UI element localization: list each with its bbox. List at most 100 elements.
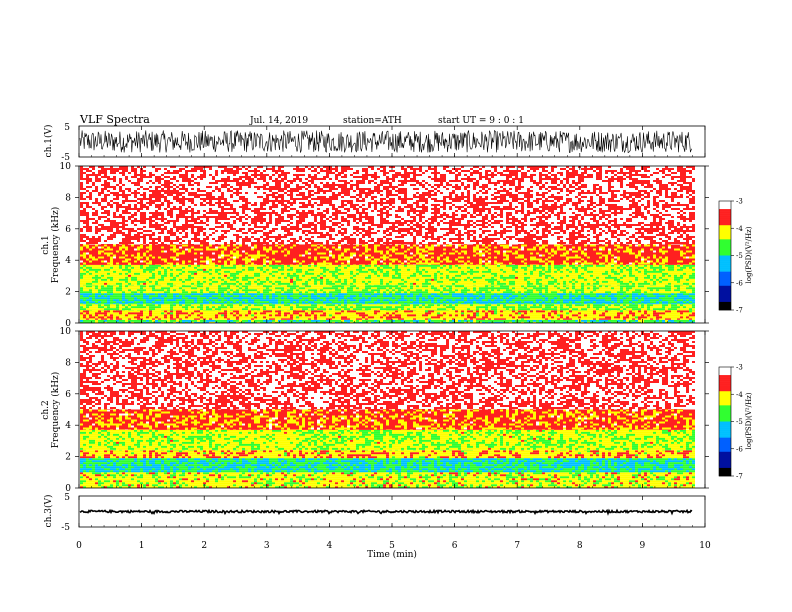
spectrogram-ytick-label: 6: [65, 225, 71, 235]
spectrogram-band: [80, 430, 695, 450]
figure-title: VLF Spectra: [79, 113, 150, 126]
spectrogram-ytick-label: 4: [65, 256, 71, 266]
colorbar-swatch: [719, 233, 731, 235]
colorbar-swatch: [719, 241, 731, 243]
colorbar-swatch: [719, 419, 731, 421]
colorbar-swatch: [719, 268, 731, 270]
colorbar-swatch: [719, 413, 731, 415]
ch1-channel-label: ch.1: [41, 235, 51, 254]
spectrogram-band: [80, 410, 695, 430]
colorbar-swatch: [719, 292, 731, 294]
colorbar-swatch: [719, 409, 731, 411]
colorbar-swatch: [719, 264, 731, 266]
colorbar-swatch: [719, 430, 731, 432]
spectrogram-band: [80, 293, 695, 304]
colorbar-swatch: [719, 249, 731, 251]
colorbar-swatch: [719, 460, 731, 462]
colorbar-swatch: [719, 456, 731, 458]
spectrogram-band: [80, 245, 695, 265]
time-axis-label: Time (min): [367, 549, 417, 560]
colorbar-swatch: [719, 377, 731, 379]
colorbar-swatch: [719, 381, 731, 383]
spectrogram-band: [80, 166, 695, 245]
spectrogram-ytick-label: 2: [65, 288, 71, 298]
colorbar-swatch: [719, 375, 731, 377]
colorbar-swatch: [719, 468, 731, 470]
ch3-waveform-line: [80, 510, 692, 513]
ch1-colorbar-ticks: -3-4-5-6-7: [731, 198, 743, 315]
time-axis-tick-label: 9: [640, 541, 646, 551]
colorbar-swatch: [719, 260, 731, 262]
colorbar-swatch: [719, 440, 731, 442]
colorbar-swatch: [719, 221, 731, 223]
colorbar-swatch: [719, 395, 731, 397]
spectrogram-band: [80, 458, 695, 472]
colorbar-swatch: [719, 373, 731, 375]
ch3-waveform-ylabel: ch.3(V): [43, 495, 54, 528]
colorbar-swatch: [719, 466, 731, 468]
colorbar-tick-label: -4: [736, 391, 743, 399]
spectrogram-band: [80, 304, 695, 310]
colorbar-swatch: [719, 201, 731, 203]
ch2-colorbar: -3-4-5-6-7 log(PSD)(V²/Hz): [719, 364, 753, 481]
colorbar-swatch: [719, 209, 731, 211]
colorbar-swatch: [719, 472, 731, 474]
colorbar-swatch: [719, 290, 731, 292]
time-axis-tick-label: 2: [201, 541, 207, 551]
spectrogram-ytick-label: 2: [65, 453, 71, 463]
colorbar-swatch: [719, 405, 731, 407]
date-label: Jul. 14, 2019: [249, 116, 308, 126]
colorbar-swatch: [719, 417, 731, 419]
ch1-waveform-ylabel: ch.1(V): [43, 125, 54, 158]
colorbar-swatch: [719, 444, 731, 446]
colorbar-swatch: [719, 219, 731, 221]
colorbar-swatch: [719, 454, 731, 456]
colorbar-swatch: [719, 286, 731, 288]
spectrogram-ytick-label: 10: [60, 162, 72, 172]
colorbar-swatch: [719, 296, 731, 298]
colorbar-swatch: [719, 288, 731, 290]
colorbar-tick-label: -3: [736, 364, 743, 372]
ch1-waveform-panel: 5 -5 ch.1(V): [43, 123, 705, 163]
colorbar-swatch: [719, 387, 731, 389]
spectrogram-band: [80, 320, 695, 323]
colorbar-swatch: [719, 237, 731, 239]
colorbar-swatch: [719, 298, 731, 300]
ch3-waveform-trace: [80, 510, 692, 513]
colorbar-swatch: [719, 276, 731, 278]
colorbar-tick-label: -5: [736, 252, 743, 260]
spectrogram-ytick-label: 4: [65, 421, 71, 431]
ch2-colorbar-label: log(PSD)(V²/Hz): [745, 392, 753, 449]
spectrogram-band: [80, 265, 695, 285]
ch2-colorbar-gradient: [719, 367, 731, 476]
colorbar-swatch: [719, 369, 731, 371]
station-label: station=ATH: [343, 116, 402, 126]
spectrogram-ytick-label: 8: [65, 358, 71, 368]
ch1-frequency-ylabel: Frequency (kHz): [50, 207, 61, 284]
colorbar-swatch: [719, 393, 731, 395]
colorbar-swatch: [719, 282, 731, 284]
time-axis-tick-label: 10: [699, 541, 711, 551]
colorbar-swatch: [719, 253, 731, 255]
colorbar-swatch: [719, 205, 731, 207]
start-ut-label: start UT = 9 : 0 : 1: [438, 116, 524, 126]
colorbar-swatch: [719, 300, 731, 302]
colorbar-swatch: [719, 247, 731, 249]
colorbar-swatch: [719, 256, 731, 258]
colorbar-tick-label: -3: [736, 198, 743, 206]
colorbar-swatch: [719, 458, 731, 460]
spectrogram-ytick-label: 10: [60, 327, 72, 337]
colorbar-tick-label: -5: [736, 418, 743, 426]
time-axis-tick-label: 6: [452, 541, 458, 551]
colorbar-swatch: [719, 442, 731, 444]
time-axis-tick-label: 4: [327, 541, 333, 551]
colorbar-swatch: [719, 217, 731, 219]
colorbar-swatch: [719, 278, 731, 280]
colorbar-swatch: [719, 203, 731, 205]
ch3-waveform-panel: 5 -5 ch.3(V): [43, 493, 705, 533]
spectrogram-ytick-label: 8: [65, 193, 71, 203]
ch1-colorbar-label: log(PSD)(V²/Hz): [745, 226, 753, 283]
colorbar-swatch: [719, 223, 731, 225]
